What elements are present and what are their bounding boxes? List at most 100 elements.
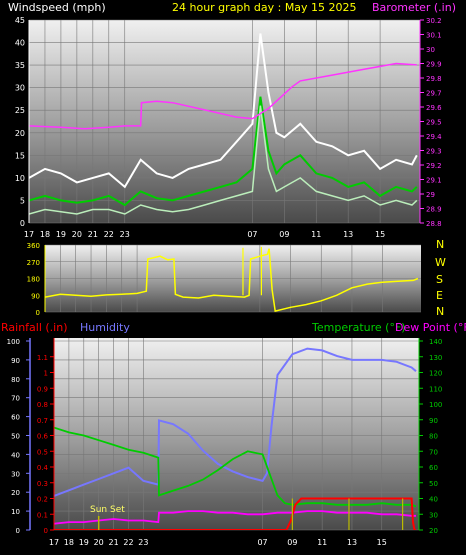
- dew-point-series-line: [54, 510, 416, 525]
- humidity-ytick-label: 60: [11, 414, 20, 422]
- humidity-label: Humidity: [80, 321, 130, 334]
- direction-ytick-label: 270: [27, 259, 40, 267]
- rain-ytick-label: 0.2: [37, 496, 48, 504]
- rain-xtick-label: 20: [94, 538, 104, 547]
- direction-ytick-label: 360: [27, 242, 40, 250]
- compass-e: E: [436, 289, 443, 302]
- baro-ytick-label: 29.3: [426, 148, 442, 156]
- wind-xtick-label: 22: [104, 230, 114, 239]
- baro-ytick-label: 30.1: [426, 32, 442, 40]
- rain-xtick-label: 21: [108, 538, 118, 547]
- wind-xtick-label: 07: [247, 230, 257, 239]
- graph-title: 24 hour graph day : May 15 2025: [172, 1, 357, 14]
- baro-label: Barometer (.in): [372, 1, 456, 14]
- rain-xtick-label: 23: [138, 538, 148, 547]
- wind-axes: 0 5 10 15 20 25 30 35 40 45 18 20 22 07 09 11 13 15 17 19 21…: [15, 16, 442, 239]
- rain-ytick-label: 0.8: [37, 401, 48, 409]
- temp-ytick-label: 100: [429, 401, 442, 409]
- wind-xtick-label: 18: [40, 230, 50, 239]
- wind-xtick-label: 11: [311, 230, 321, 239]
- temp-ytick-label: 60: [429, 464, 438, 472]
- temp-ytick-label: 120: [429, 370, 442, 378]
- wind-ytick-label: 10: [15, 174, 25, 183]
- rain-xtick-label: 15: [377, 538, 387, 547]
- compass-w: W: [435, 256, 446, 269]
- wind-ytick-label: 30: [15, 84, 25, 93]
- direction-axes: 0 90 180 270 360: [27, 242, 46, 317]
- rain-grid: [53, 338, 419, 531]
- rain-ytick-label: 0.9: [37, 385, 48, 393]
- baro-ytick-label: 28.8: [426, 220, 442, 228]
- baro-ytick-label: 29.7: [426, 90, 442, 98]
- direction-panel: 0 90 180 270 360 N W S E N: [27, 238, 446, 318]
- rain-ytick-label: 0.4: [37, 464, 49, 472]
- wind-xtick-label: 23: [120, 230, 130, 239]
- direction-ytick-label: 90: [31, 292, 40, 300]
- temp-ytick-label: 130: [429, 354, 442, 362]
- baro-ytick-label: 29.8: [426, 75, 442, 83]
- wind-panel: 0 5 10 15 20 25 30 35 40 45 18 20 22 07 09 11 13 15 17 19 21…: [15, 16, 442, 239]
- direction-series: [45, 246, 419, 312]
- baro-ytick-label: 29.6: [426, 104, 442, 112]
- wind-xtick-label: 15: [375, 230, 385, 239]
- temp-ytick-label: 30: [429, 511, 438, 519]
- wind-series: [29, 33, 418, 215]
- wind-plot-bg: [29, 20, 420, 223]
- wind-ytick-label: 0: [20, 219, 25, 228]
- humidity-ytick-label: 10: [11, 508, 20, 516]
- compass-n-top: N: [436, 238, 444, 251]
- temp-ytick-label: 70: [429, 448, 438, 456]
- humidity-ytick-label: 0: [16, 527, 20, 535]
- rain-ytick-label: 1: [44, 370, 48, 378]
- baro-ytick-label: 29.5: [426, 119, 442, 127]
- wind-xtick-label: 19: [56, 230, 66, 239]
- humidity-series-line: [54, 347, 417, 497]
- humidity-ytick-label: 80: [11, 376, 20, 384]
- rain-ytick-label: 1.1: [37, 354, 48, 362]
- direction-ytick-label: 0: [36, 309, 40, 317]
- baro-ytick-label: 30.2: [426, 17, 442, 25]
- rain-ytick-label: 0.7: [37, 417, 48, 425]
- baro-ytick-label: 29: [426, 191, 435, 199]
- temp-ytick-label: 140: [429, 338, 442, 346]
- wind-ytick-label: 20: [15, 129, 25, 138]
- temp-ytick-label: 40: [429, 496, 438, 504]
- wind-label: Windspeed (mph): [8, 1, 106, 14]
- rain-ytick-label: 0: [44, 527, 48, 535]
- gust-series-line: [29, 33, 418, 189]
- temp-ytick-label: 20: [429, 527, 438, 535]
- rain-ytick-label: 0.6: [37, 433, 49, 441]
- rain-plot-bg: [54, 338, 419, 530]
- humidity-ytick-label: 30: [11, 470, 20, 478]
- wind-xtick-label: 09: [279, 230, 289, 239]
- rain-xtick-label: 18: [64, 538, 74, 547]
- rain-xtick-label: 17: [49, 538, 59, 547]
- humidity-ytick-label: 90: [11, 357, 20, 365]
- wind-average-series-line: [29, 96, 418, 207]
- wind-ytick-label: 35: [15, 61, 25, 70]
- humidity-ytick-label: 40: [11, 451, 20, 459]
- baro-ytick-label: 30: [426, 46, 435, 54]
- rain-series: [54, 347, 417, 530]
- temperature-series-line: [54, 426, 417, 508]
- wind-ytick-label: 45: [15, 16, 25, 25]
- wind-ytick-label: 25: [15, 106, 25, 115]
- temp-ytick-label: 50: [429, 480, 438, 488]
- direction-series-line: [45, 248, 419, 312]
- wind-ytick-label: 40: [15, 39, 25, 48]
- rain-xtick-label: 22: [123, 538, 133, 547]
- rain-ytick-label: 0.3: [37, 480, 48, 488]
- compass-n-bottom: N: [436, 305, 444, 318]
- humidity-ytick-label: 20: [11, 489, 20, 497]
- rain-xtick-label: 19: [79, 538, 89, 547]
- direction-ytick-label: 180: [27, 276, 40, 284]
- rain-xtick-label: 09: [287, 538, 297, 547]
- rain-ytick-label: 0.1: [37, 511, 48, 519]
- compass-s: S: [436, 273, 443, 286]
- rain-xtick-label: 11: [317, 538, 327, 547]
- temp-ytick-label: 90: [429, 417, 438, 425]
- temp-ytick-label: 110: [429, 385, 442, 393]
- wind-ytick-label: 5: [20, 196, 25, 205]
- sunset-label: Sun Set: [90, 505, 125, 515]
